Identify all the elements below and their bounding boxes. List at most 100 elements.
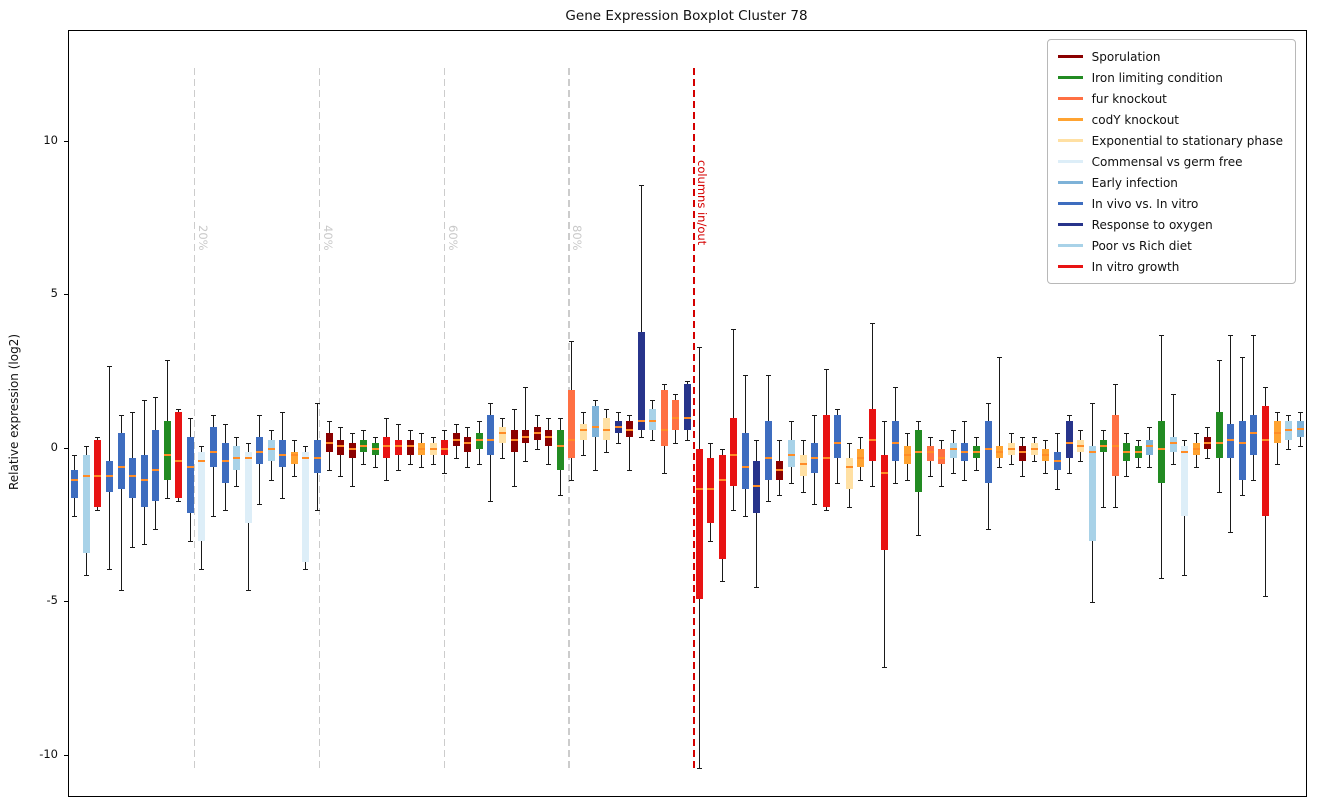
plot-area: Sporulation Iron limiting condition fur kn… [68,30,1307,797]
percent-gridline [318,67,321,772]
median-line [82,475,90,478]
box [475,433,483,449]
median-line [568,438,576,441]
whisker-cap-top [846,442,852,444]
whisker-cap-top [153,396,159,398]
whisker-cap-bottom [176,501,182,503]
whisker-cap-top [106,365,112,367]
y-tick-label: 10 [43,132,58,147]
whisker-cap-top [257,415,263,417]
median-line [418,447,426,450]
box [82,454,90,554]
whisker-cap-top [823,368,829,370]
legend-entry: Response to oxygen [1057,214,1283,235]
whisker-cap-bottom [372,467,378,469]
median-line [267,447,275,450]
whisker-cap-top [176,408,182,410]
whisker-cap-bottom [569,479,575,481]
whisker-cap-top [72,454,78,456]
median-line [1262,438,1270,441]
box [186,436,194,514]
median-line [1296,427,1304,430]
median-line [695,487,703,490]
median-line [649,420,657,423]
median-line [302,457,310,460]
whisker-cap-bottom [465,467,471,469]
box [1181,445,1189,517]
whisker-cap-top [800,439,806,441]
median-line [1215,441,1223,444]
whisker-cap-top [1193,433,1199,435]
box [822,415,830,508]
legend-swatch [1057,180,1083,185]
median-line [718,478,726,481]
box [464,436,472,452]
legend-label: Commensal vs germ free [1091,154,1243,169]
whisker-cap-bottom [164,497,170,499]
median-line [764,457,772,460]
whisker-cap-bottom [326,470,332,472]
box [290,451,298,465]
whisker-cap-top [569,341,575,343]
median-line [1019,450,1027,453]
whisker-cap-top [754,439,760,441]
box [499,427,507,443]
whisker-cap-top [777,439,783,441]
whisker-cap-top [234,436,240,438]
whisker [525,387,527,462]
whisker-cap-bottom [442,473,448,475]
whisker-cap-bottom [1008,464,1014,466]
y-tick-mark [64,140,68,142]
whisker-cap-top [881,421,887,423]
whisker [1172,393,1174,465]
whisker-cap-top [384,418,390,420]
median-line [210,450,217,453]
whisker-cap-top [916,421,922,423]
whisker-cap-top [650,399,656,401]
whisker-cap-top [974,436,980,438]
box [764,421,772,480]
whisker-cap-bottom [338,476,344,478]
legend-entry: In vivo vs. In vitro [1057,193,1283,214]
whisker-cap-bottom [280,497,286,499]
whisker-cap-bottom [1147,467,1153,469]
box [1169,436,1177,452]
median-line [279,453,287,456]
whisker-cap-top [349,433,355,435]
median-line [545,435,553,438]
box [892,421,900,462]
median-line [996,450,1004,453]
legend-entry: fur knockout [1057,88,1283,109]
y-tick-mark [64,294,68,296]
whisker-cap-bottom [1158,577,1164,579]
whisker-cap-bottom [453,458,459,460]
median-line [961,450,969,453]
box [348,442,356,459]
box [568,390,576,459]
whisker-cap-top [222,424,228,426]
box [510,430,518,452]
median-line [707,487,715,490]
whisker-cap-top [1297,411,1303,413]
whisker-cap-top [731,329,737,330]
box [718,454,726,560]
whisker-cap-bottom [430,464,436,466]
legend-swatch [1057,201,1083,206]
whisker-cap-top [338,427,344,429]
legend-label: In vitro growth [1091,259,1180,274]
whisker-cap-bottom [395,470,401,472]
box [880,454,888,551]
median-line [1030,447,1038,450]
whisker-cap-top [1274,411,1280,413]
box [672,399,680,431]
median-line [788,453,796,456]
whisker-cap-top [812,415,818,417]
y-tick-label: 5 [50,286,58,301]
whisker-cap-top [268,430,274,432]
whisker-cap-bottom [546,464,552,466]
box [834,415,842,459]
whisker-cap-top [465,427,471,429]
box [984,421,992,483]
median-line [880,472,888,475]
whisker-cap-bottom [106,568,112,570]
